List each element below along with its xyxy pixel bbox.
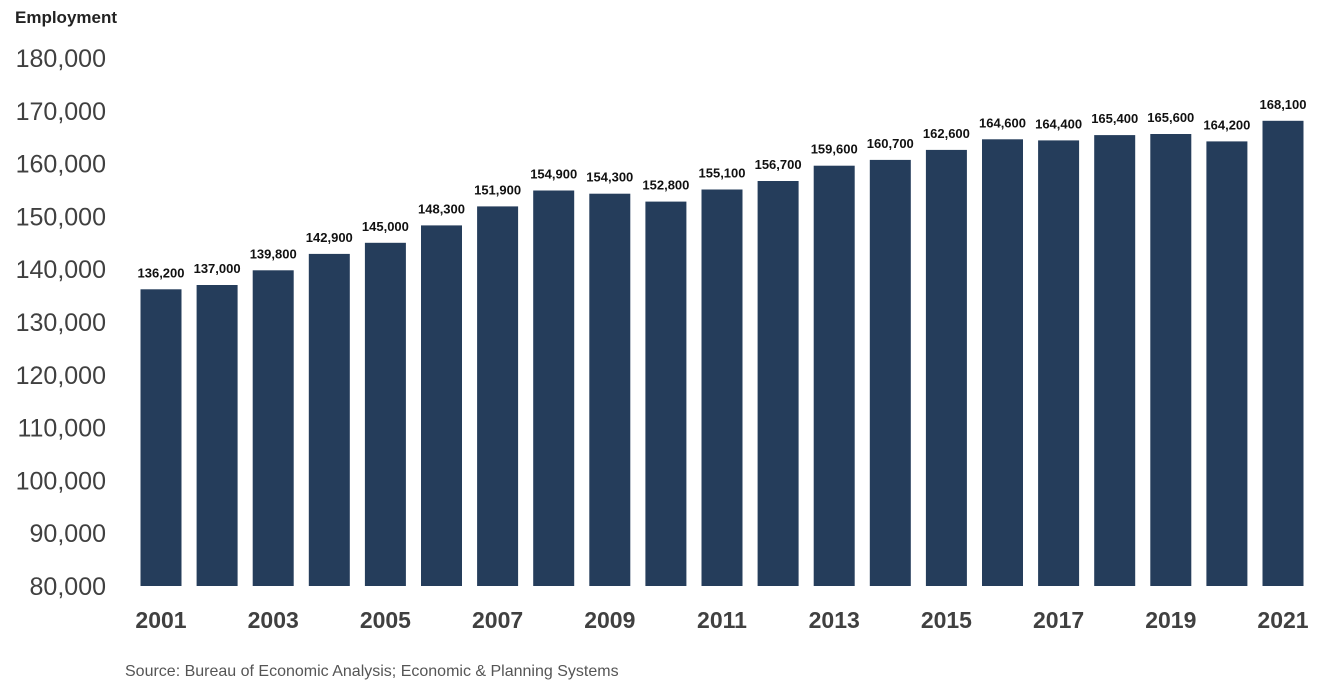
data-label-2007: 151,900 bbox=[474, 182, 521, 197]
data-label-2021: 168,100 bbox=[1260, 97, 1307, 112]
data-label-2011: 155,100 bbox=[699, 166, 746, 181]
bar-2019 bbox=[1150, 134, 1192, 586]
data-label-2015: 162,600 bbox=[923, 126, 970, 141]
data-label-2013: 159,600 bbox=[811, 142, 858, 157]
bar-2005 bbox=[364, 242, 406, 587]
bar-2014 bbox=[869, 159, 911, 586]
bar-2021 bbox=[1262, 120, 1304, 587]
data-label-2009: 154,300 bbox=[586, 170, 633, 185]
bar-2007 bbox=[477, 206, 519, 586]
y-tick-label: 140,000 bbox=[16, 256, 106, 284]
bar-2017 bbox=[1038, 140, 1080, 586]
bar-2013 bbox=[813, 165, 855, 586]
bars-group bbox=[140, 120, 1304, 587]
x-tick-label: 2011 bbox=[697, 607, 747, 633]
x-tick-label: 2017 bbox=[1033, 607, 1084, 633]
data-label-2002: 137,000 bbox=[194, 261, 241, 276]
y-tick-label: 130,000 bbox=[16, 309, 106, 337]
y-tick-label: 100,000 bbox=[16, 467, 106, 495]
data-label-2019: 165,600 bbox=[1147, 110, 1194, 125]
x-tick-label: 2021 bbox=[1257, 607, 1308, 633]
y-tick-label: 80,000 bbox=[30, 573, 106, 601]
bar-2008 bbox=[533, 190, 575, 586]
x-tick-label: 2007 bbox=[472, 607, 523, 633]
bar-2018 bbox=[1094, 135, 1136, 586]
bar-2001 bbox=[140, 289, 182, 586]
bar-2003 bbox=[252, 270, 294, 586]
data-label-2004: 142,900 bbox=[306, 230, 353, 245]
bar-2009 bbox=[589, 193, 631, 586]
data-label-2012: 156,700 bbox=[755, 157, 802, 172]
bar-2012 bbox=[757, 181, 799, 586]
x-tick-label: 2003 bbox=[248, 607, 299, 633]
x-tick-label: 2019 bbox=[1145, 607, 1196, 633]
y-axis-title: Employment bbox=[15, 8, 117, 27]
y-tick-label: 150,000 bbox=[16, 203, 106, 231]
data-label-2001: 136,200 bbox=[138, 265, 185, 280]
bar-2002 bbox=[196, 285, 238, 586]
data-label-2008: 154,900 bbox=[530, 167, 577, 182]
data-label-2016: 164,600 bbox=[979, 115, 1026, 130]
x-axis-ticks: 2001 2003 2005 2007 2009 2011 2013 2015 2017 2019… bbox=[135, 607, 1308, 633]
y-tick-label: 170,000 bbox=[16, 98, 106, 126]
x-tick-label: 2005 bbox=[360, 607, 411, 633]
bar-2016 bbox=[982, 139, 1023, 587]
bar-2004 bbox=[308, 253, 350, 586]
bar-2020 bbox=[1206, 141, 1248, 586]
data-label-2014: 160,700 bbox=[867, 136, 914, 151]
data-label-2005: 145,000 bbox=[362, 219, 409, 234]
data-label-2018: 165,400 bbox=[1091, 111, 1138, 126]
source-note: Source: Bureau of Economic Analysis; Eco… bbox=[125, 663, 619, 680]
y-axis-ticks: 80,000 90,000 100,000 110,000 120,000 130,000… bbox=[16, 45, 106, 601]
bar-2011 bbox=[701, 189, 743, 586]
y-tick-label: 120,000 bbox=[16, 362, 106, 390]
x-tick-label: 2015 bbox=[921, 607, 972, 633]
x-tick-label: 2013 bbox=[809, 607, 860, 633]
x-tick-label: 2009 bbox=[584, 607, 635, 633]
data-label-2020: 164,200 bbox=[1203, 117, 1250, 132]
data-label-2006: 148,300 bbox=[418, 201, 465, 216]
data-label-2003: 139,800 bbox=[250, 246, 297, 261]
bar-2006 bbox=[421, 225, 462, 586]
y-tick-label: 90,000 bbox=[30, 520, 106, 548]
bar-2015 bbox=[925, 149, 967, 586]
y-tick-label: 180,000 bbox=[16, 45, 106, 73]
data-label-2017: 164,400 bbox=[1035, 116, 1082, 131]
bar-2010 bbox=[645, 201, 687, 586]
x-tick-label: 2001 bbox=[135, 607, 186, 633]
data-labels-group: 136,200 137,000 139,800 142,900 145,000 148,3… bbox=[138, 97, 1307, 280]
y-tick-label: 160,000 bbox=[16, 151, 106, 179]
data-label-2010: 152,800 bbox=[642, 178, 689, 193]
y-tick-label: 110,000 bbox=[17, 415, 106, 443]
